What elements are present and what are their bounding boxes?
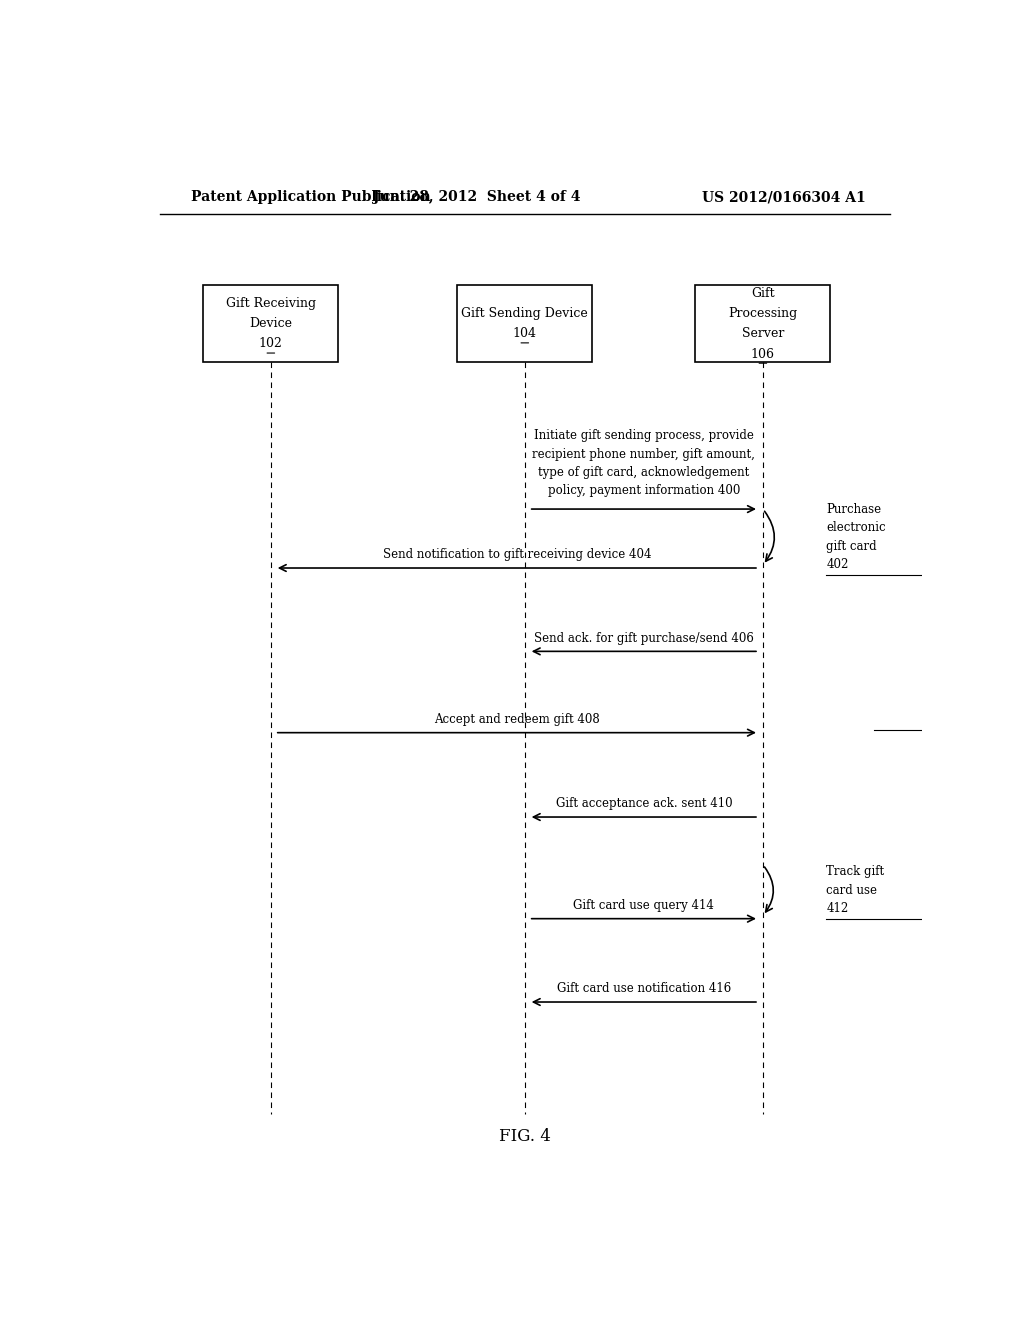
Text: Device: Device: [250, 317, 292, 330]
Text: 106: 106: [751, 347, 775, 360]
Text: Initiate gift sending process, provide: Initiate gift sending process, provide: [534, 429, 754, 442]
Text: Purchase: Purchase: [826, 503, 882, 516]
Text: Patent Application Publication: Patent Application Publication: [191, 190, 431, 205]
Text: 104: 104: [513, 327, 537, 341]
Text: Gift acceptance ack. sent 410: Gift acceptance ack. sent 410: [556, 797, 732, 810]
Text: Gift: Gift: [751, 286, 775, 300]
Text: Jun. 28, 2012  Sheet 4 of 4: Jun. 28, 2012 Sheet 4 of 4: [374, 190, 581, 205]
Text: gift card: gift card: [826, 540, 877, 553]
Text: Gift Receiving: Gift Receiving: [225, 297, 316, 310]
Text: Track gift: Track gift: [826, 866, 885, 878]
Text: Gift card use notification 416: Gift card use notification 416: [557, 982, 731, 995]
Bar: [695, 285, 830, 362]
Text: recipient phone number, gift amount,: recipient phone number, gift amount,: [532, 447, 756, 461]
Text: US 2012/0166304 A1: US 2012/0166304 A1: [702, 190, 866, 205]
Text: 102: 102: [259, 338, 283, 350]
Bar: [458, 285, 592, 362]
Text: Server: Server: [741, 327, 784, 341]
Text: Send ack. for gift purchase/send 406: Send ack. for gift purchase/send 406: [534, 632, 754, 644]
Text: 412: 412: [826, 902, 849, 915]
Text: Send notification to gift receiving device 404: Send notification to gift receiving devi…: [383, 548, 651, 561]
Text: 402: 402: [826, 558, 849, 572]
Text: Gift Sending Device: Gift Sending Device: [462, 308, 588, 319]
Text: FIG. 4: FIG. 4: [499, 1127, 551, 1144]
Text: type of gift card, acknowledgement: type of gift card, acknowledgement: [539, 466, 750, 479]
Bar: [204, 285, 338, 362]
Text: Accept and redeem gift 408: Accept and redeem gift 408: [434, 713, 600, 726]
Text: Gift card use query 414: Gift card use query 414: [573, 899, 715, 912]
Text: policy, payment information 400: policy, payment information 400: [548, 484, 740, 498]
Text: electronic: electronic: [826, 521, 886, 535]
Text: Processing: Processing: [728, 308, 798, 319]
Text: card use: card use: [826, 883, 878, 896]
